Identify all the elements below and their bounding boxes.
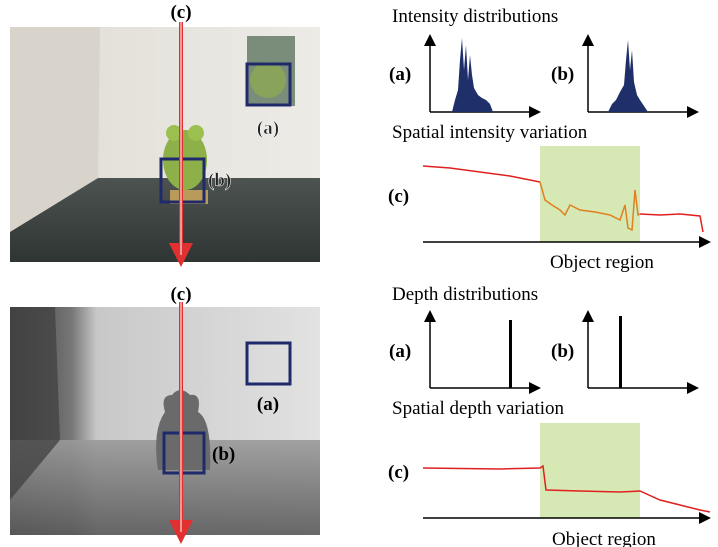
photo: [10, 22, 320, 262]
region-label: Object region: [550, 252, 654, 273]
arrow-label: (c): [170, 284, 191, 305]
arrow-label: (c): [170, 2, 191, 23]
box-label: (b): [208, 170, 231, 191]
profile: [423, 166, 540, 182]
box-label: (a): [257, 394, 279, 415]
hist-label: (b): [551, 341, 574, 362]
histogram-bars: [608, 40, 648, 112]
object-region: [540, 146, 640, 242]
panel-title: Spatial intensity variation: [392, 122, 588, 143]
hist-label: (a): [389, 64, 411, 85]
figure: (c) (a) (b) (c) (a) (b) Intensity distri…: [0, 0, 718, 547]
panel-title: Intensity distributions: [392, 6, 558, 27]
box-label: (a): [257, 118, 279, 139]
variation-label: (c): [388, 186, 409, 207]
histogram-bars: [452, 38, 493, 112]
histogram-spike: [619, 316, 622, 388]
hist-label: (b): [551, 64, 574, 85]
object-region: [540, 423, 640, 518]
histogram-spike: [509, 320, 512, 388]
panel-title: Spatial depth variation: [392, 398, 565, 419]
variation-label: (c): [388, 462, 409, 483]
depth-image: [10, 302, 320, 535]
profile: [640, 214, 703, 232]
body: {"top": {"image": {"arrow_label": "(c)",…: [0, 0, 718, 547]
page: body { margin: 0; width: 718px; height: …: [0, 0, 718, 547]
box-label: (b): [212, 444, 235, 465]
hist-label: (a): [389, 341, 411, 362]
region-label: Object region: [552, 529, 656, 547]
panel-title: Depth distributions: [392, 284, 538, 305]
